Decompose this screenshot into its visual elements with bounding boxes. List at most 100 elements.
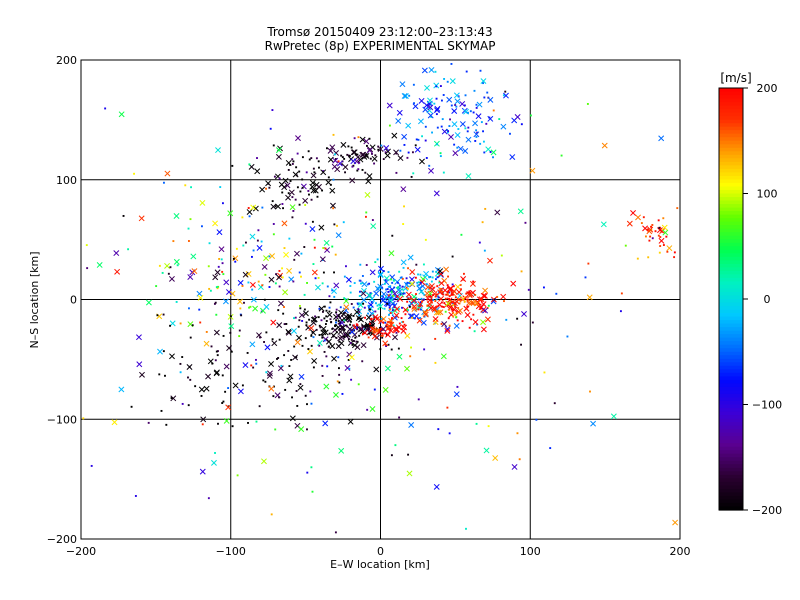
colorbar-swatch [719,327,743,332]
data-point [416,284,419,287]
colorbar-tick-label: 200 [757,82,778,95]
data-point [343,304,350,311]
data-point [449,118,452,121]
data-point [425,295,428,298]
data-point [409,297,412,300]
colorbar-swatch [719,485,743,490]
data-point [433,309,440,316]
data-point [666,245,673,252]
data-point [417,138,420,141]
data-point [472,319,479,326]
data-point [268,186,271,189]
data-point [392,294,395,297]
data-point [369,326,376,333]
data-point [389,312,392,314]
data-point [330,332,337,339]
data-point [465,527,467,530]
data-point [310,329,317,336]
data-point [122,214,125,217]
data-point [271,200,274,203]
data-point [296,334,302,341]
data-point [441,292,444,295]
data-point [314,315,317,318]
data-point [298,271,301,274]
data-point [406,156,409,159]
data-point [323,305,326,308]
data-point [304,337,307,340]
data-point [395,171,398,174]
data-point [468,326,471,329]
data-point [325,320,328,322]
data-point [275,153,282,160]
data-point [173,213,180,219]
data-point [317,276,320,279]
data-point [412,172,415,175]
data-point [337,322,340,325]
data-point [432,299,434,302]
data-point [302,197,309,204]
data-point [659,236,662,238]
colorbar-swatch [719,404,743,409]
data-point [295,390,298,392]
data-point [315,284,321,291]
data-point [434,337,437,340]
colorbar-swatch [719,147,743,152]
data-point [167,272,170,275]
data-point [430,115,433,118]
data-point [219,186,222,189]
data-point [344,331,351,338]
data-point [455,316,458,319]
data-point [324,247,327,250]
data-point [309,390,312,393]
data-point [145,299,152,306]
data-point [430,280,433,283]
colorbar-tick-label: −200 [752,504,782,517]
data-point [350,146,353,149]
data-point [339,306,342,309]
data-point [480,326,487,333]
data-point [351,342,358,349]
data-point [281,267,284,270]
data-point [335,308,338,311]
data-point [340,327,343,330]
colorbar-swatch [719,175,743,181]
data-point [259,186,266,193]
data-point [460,295,467,302]
colorbar-swatch [719,471,743,476]
data-point [298,319,301,322]
data-point [261,263,268,270]
data-point [358,314,361,317]
data-point [189,378,192,381]
data-point [480,301,487,308]
data-point [409,355,412,358]
data-point [419,273,422,276]
data-point [391,281,394,284]
data-point [189,218,192,221]
data-point [366,408,369,411]
data-point [314,277,317,280]
data-point [200,225,203,228]
data-point [232,382,239,389]
data-point [316,195,319,198]
data-point [384,332,386,335]
colorbar-swatch [719,446,743,451]
data-point [428,164,431,167]
data-point [644,235,647,238]
data-point [350,158,357,165]
data-point [514,114,521,120]
data-point [408,422,415,428]
colorbar-swatch [719,422,743,427]
data-point [370,223,377,230]
data-point [179,362,182,365]
colorbar-swatch [719,460,743,465]
data-point [453,298,460,305]
data-point [359,136,366,143]
data-point [422,263,425,266]
data-point [392,297,395,300]
colorbar-swatch [719,140,743,145]
data-point [379,329,382,331]
data-point [111,419,118,426]
data-point [261,206,264,209]
data-point [310,172,317,179]
data-point [459,100,466,107]
